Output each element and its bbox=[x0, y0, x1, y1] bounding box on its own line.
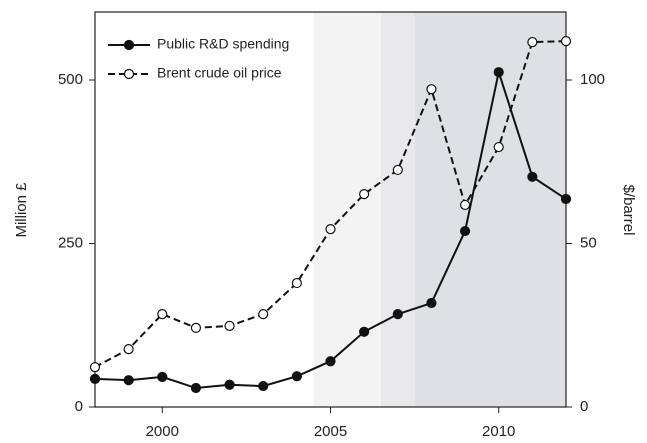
data-point bbox=[258, 380, 269, 392]
legend-label: Brent crude oil price bbox=[157, 65, 282, 81]
data-point bbox=[190, 322, 202, 333]
data-point bbox=[560, 36, 572, 47]
data-point bbox=[459, 225, 471, 237]
y-tick-label: 250 bbox=[58, 234, 83, 251]
y-tick-label: 500 bbox=[58, 71, 83, 88]
legend-marker bbox=[123, 39, 135, 51]
data-point bbox=[459, 199, 471, 211]
data-point bbox=[527, 171, 538, 182]
data-point bbox=[560, 193, 572, 205]
data-point bbox=[493, 141, 504, 153]
legend-marker bbox=[123, 68, 135, 80]
data-point bbox=[359, 326, 370, 337]
data-point bbox=[291, 277, 302, 289]
data-point bbox=[527, 36, 538, 48]
data-point bbox=[392, 164, 403, 176]
data-point bbox=[325, 224, 336, 235]
shaded-region bbox=[313, 12, 381, 407]
data-point bbox=[291, 371, 302, 382]
y2-tick-label: 100 bbox=[580, 71, 605, 88]
y2-tick-label: 50 bbox=[580, 234, 597, 251]
data-point bbox=[359, 189, 370, 200]
legend-label: Public R&D spending bbox=[157, 36, 289, 52]
x-tick-label: 2000 bbox=[146, 423, 179, 440]
y2-tick-label: 0 bbox=[580, 398, 588, 415]
data-point bbox=[157, 371, 168, 383]
data-point bbox=[190, 382, 202, 394]
data-point bbox=[392, 309, 403, 320]
data-point bbox=[89, 373, 101, 384]
y-tick-label: 0 bbox=[75, 398, 83, 415]
data-point bbox=[123, 375, 134, 386]
x-tick-label: 2005 bbox=[314, 423, 347, 440]
data-point bbox=[123, 344, 134, 355]
data-point bbox=[493, 67, 504, 78]
data-point bbox=[157, 309, 168, 320]
data-point bbox=[89, 362, 101, 373]
data-point bbox=[224, 320, 235, 332]
shaded-region bbox=[414, 12, 566, 407]
data-point bbox=[426, 297, 437, 309]
x-tick-label: 2010 bbox=[482, 423, 515, 440]
y2-axis-label: $/barrel bbox=[620, 185, 637, 236]
data-point bbox=[426, 84, 437, 95]
data-point bbox=[325, 356, 336, 367]
y-axis-label: Million £ bbox=[13, 182, 30, 238]
shaded-region bbox=[380, 12, 415, 407]
data-point bbox=[258, 309, 269, 320]
data-point bbox=[224, 379, 235, 390]
